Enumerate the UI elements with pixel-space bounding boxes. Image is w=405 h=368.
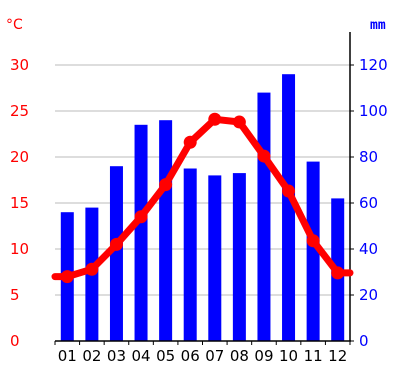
left-tick-label: 5 <box>10 286 20 304</box>
right-tick-label: 60 <box>359 194 378 212</box>
precip-bar <box>134 124 148 341</box>
temperature-point <box>60 270 74 284</box>
temperature-line <box>51 112 354 284</box>
left-axis-unit: °C <box>6 17 23 33</box>
temperature-point <box>159 178 173 192</box>
temperature-point <box>282 184 296 198</box>
axes <box>54 32 354 345</box>
temperature-point <box>306 234 320 248</box>
temperature-point <box>183 135 197 149</box>
precip-bar <box>232 173 246 341</box>
precip-bar <box>306 161 320 341</box>
precip-bar <box>159 120 173 341</box>
precip-bar <box>282 74 296 341</box>
x-tick-label: 11 <box>304 347 323 365</box>
left-tick-label: 0 <box>10 332 20 350</box>
x-tick-label: 03 <box>107 347 126 365</box>
x-tick-label: 12 <box>328 347 347 365</box>
x-tick-label: 06 <box>181 347 200 365</box>
right-tick-label: 100 <box>359 102 388 120</box>
left-tick-label: 10 <box>10 240 29 258</box>
temperature-point <box>331 266 345 280</box>
x-tick-label: 04 <box>131 347 150 365</box>
right-tick-label: 120 <box>359 56 388 74</box>
temperature-line-path <box>51 115 354 281</box>
precipitation-bars <box>60 74 345 341</box>
x-tick-label: 08 <box>230 347 249 365</box>
x-tick-label: 07 <box>205 347 224 365</box>
grid-lines <box>55 64 350 296</box>
x-tick-label: 02 <box>82 347 101 365</box>
temperature-point <box>257 149 271 163</box>
x-tick-label: 10 <box>279 347 298 365</box>
left-tick-label: 15 <box>10 194 29 212</box>
x-tick-label: 01 <box>58 347 77 365</box>
right-axis-unit: mm <box>370 18 386 33</box>
right-tick-label: 80 <box>359 148 378 166</box>
right-tick-label: 0 <box>359 332 369 350</box>
precip-bar <box>208 175 222 341</box>
temperature-point <box>85 262 99 276</box>
precip-bar <box>257 92 271 341</box>
left-tick-label: 25 <box>10 102 29 120</box>
temperature-point <box>208 112 222 126</box>
x-tick-label: 05 <box>156 347 175 365</box>
temperature-point <box>232 115 246 129</box>
right-tick-label: 40 <box>359 240 378 258</box>
temperature-point <box>134 210 148 224</box>
left-tick-label: 20 <box>10 148 29 166</box>
x-tick-label: 09 <box>254 347 273 365</box>
precip-bar <box>183 168 197 341</box>
precip-bar <box>109 166 123 341</box>
right-tick-label: 20 <box>359 286 378 304</box>
left-tick-label: 30 <box>10 56 29 74</box>
temperature-point <box>109 237 123 251</box>
